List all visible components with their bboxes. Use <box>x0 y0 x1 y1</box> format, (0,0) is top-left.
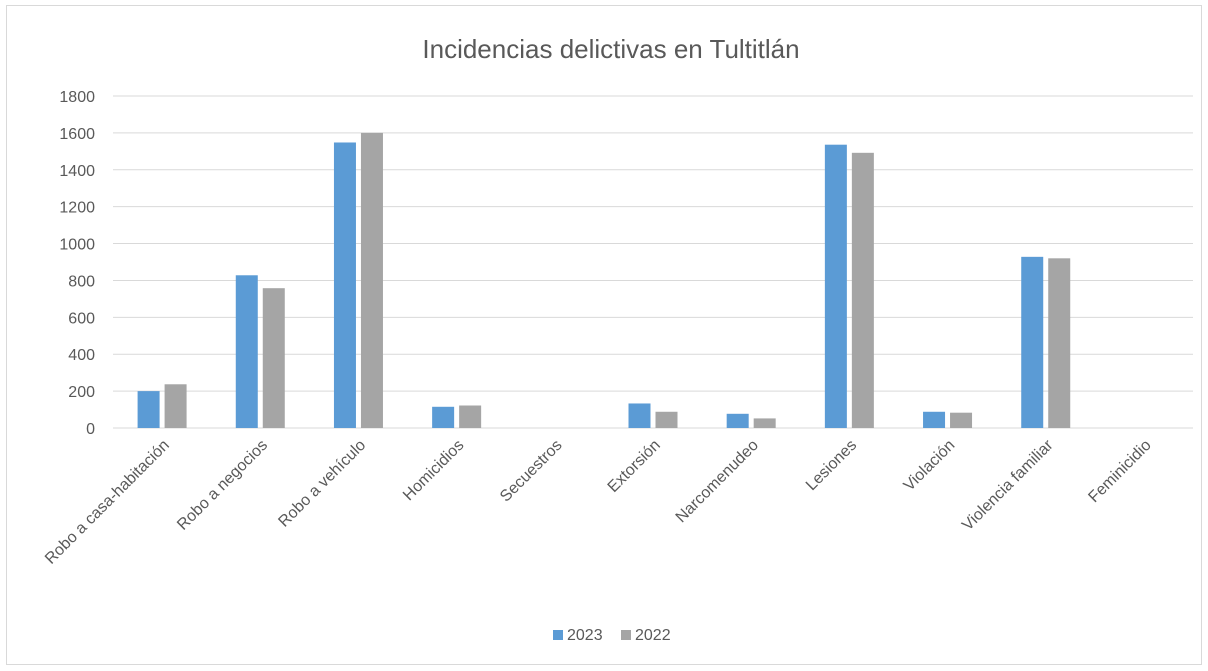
y-tick-label: 1800 <box>59 89 95 106</box>
bar-2023 <box>726 413 749 428</box>
x-tick-label: Robo a casa-habitación <box>42 437 173 568</box>
chart-frame <box>6 5 1202 665</box>
bar-2023 <box>432 406 455 428</box>
bar-2023 <box>923 411 946 428</box>
bar-2023 <box>235 275 258 428</box>
bar-2023 <box>628 403 651 428</box>
bar-2023 <box>824 144 847 428</box>
x-axis-ticks: Robo a casa-habitación Robo a negocios Rob… <box>42 436 1155 567</box>
bars <box>137 132 1071 429</box>
x-tick-label: Extorsión <box>605 437 664 496</box>
legend-swatch <box>553 630 563 640</box>
y-tick-label: 1200 <box>59 200 95 217</box>
y-tick-label: 400 <box>68 347 95 364</box>
legend-label: 2022 <box>635 627 671 644</box>
bar-2022 <box>655 411 678 428</box>
x-tick-label: Secuestros <box>497 437 566 506</box>
bar-2022 <box>262 288 285 428</box>
y-tick-label: 800 <box>68 273 95 290</box>
legend: 2023 2022 <box>553 627 671 644</box>
y-tick-label: 600 <box>68 310 95 327</box>
y-tick-label: 1400 <box>59 163 95 180</box>
x-tick-label: Lesiones <box>803 437 860 494</box>
bar-2023 <box>137 391 160 428</box>
bar-2022 <box>164 384 187 428</box>
bar-2022 <box>459 405 482 428</box>
y-axis-ticks: 0 200 400 600 800 1000 1200 1400 1600 1800 <box>59 89 95 438</box>
x-tick-label: Robo a negocios <box>174 437 271 534</box>
x-tick-label: Robo a vehículo <box>275 437 369 531</box>
chart-title: Incidencias delictivas en Tultitlán <box>422 34 799 64</box>
bar-2022 <box>753 418 776 428</box>
x-tick-label: Homicidios <box>400 437 467 504</box>
x-tick-label: Violación <box>901 437 959 495</box>
bar-2022 <box>851 152 874 428</box>
legend-label: 2023 <box>567 627 603 644</box>
x-tick-label: Narcomenudeo <box>673 437 762 526</box>
bar-2023 <box>333 142 356 429</box>
bar-2022 <box>360 132 383 428</box>
bar-2023 <box>1021 256 1044 428</box>
gridlines <box>113 95 1193 429</box>
x-tick-label: Feminicidio <box>1085 437 1154 506</box>
bar-2022 <box>950 412 973 428</box>
bar-2022 <box>1048 258 1071 428</box>
y-tick-label: 1000 <box>59 237 95 254</box>
x-tick-label: Violencia familiar <box>959 436 1057 534</box>
y-tick-label: 1600 <box>59 126 95 143</box>
y-tick-label: 0 <box>86 421 95 438</box>
legend-swatch <box>621 630 631 640</box>
y-tick-label: 200 <box>68 384 95 401</box>
